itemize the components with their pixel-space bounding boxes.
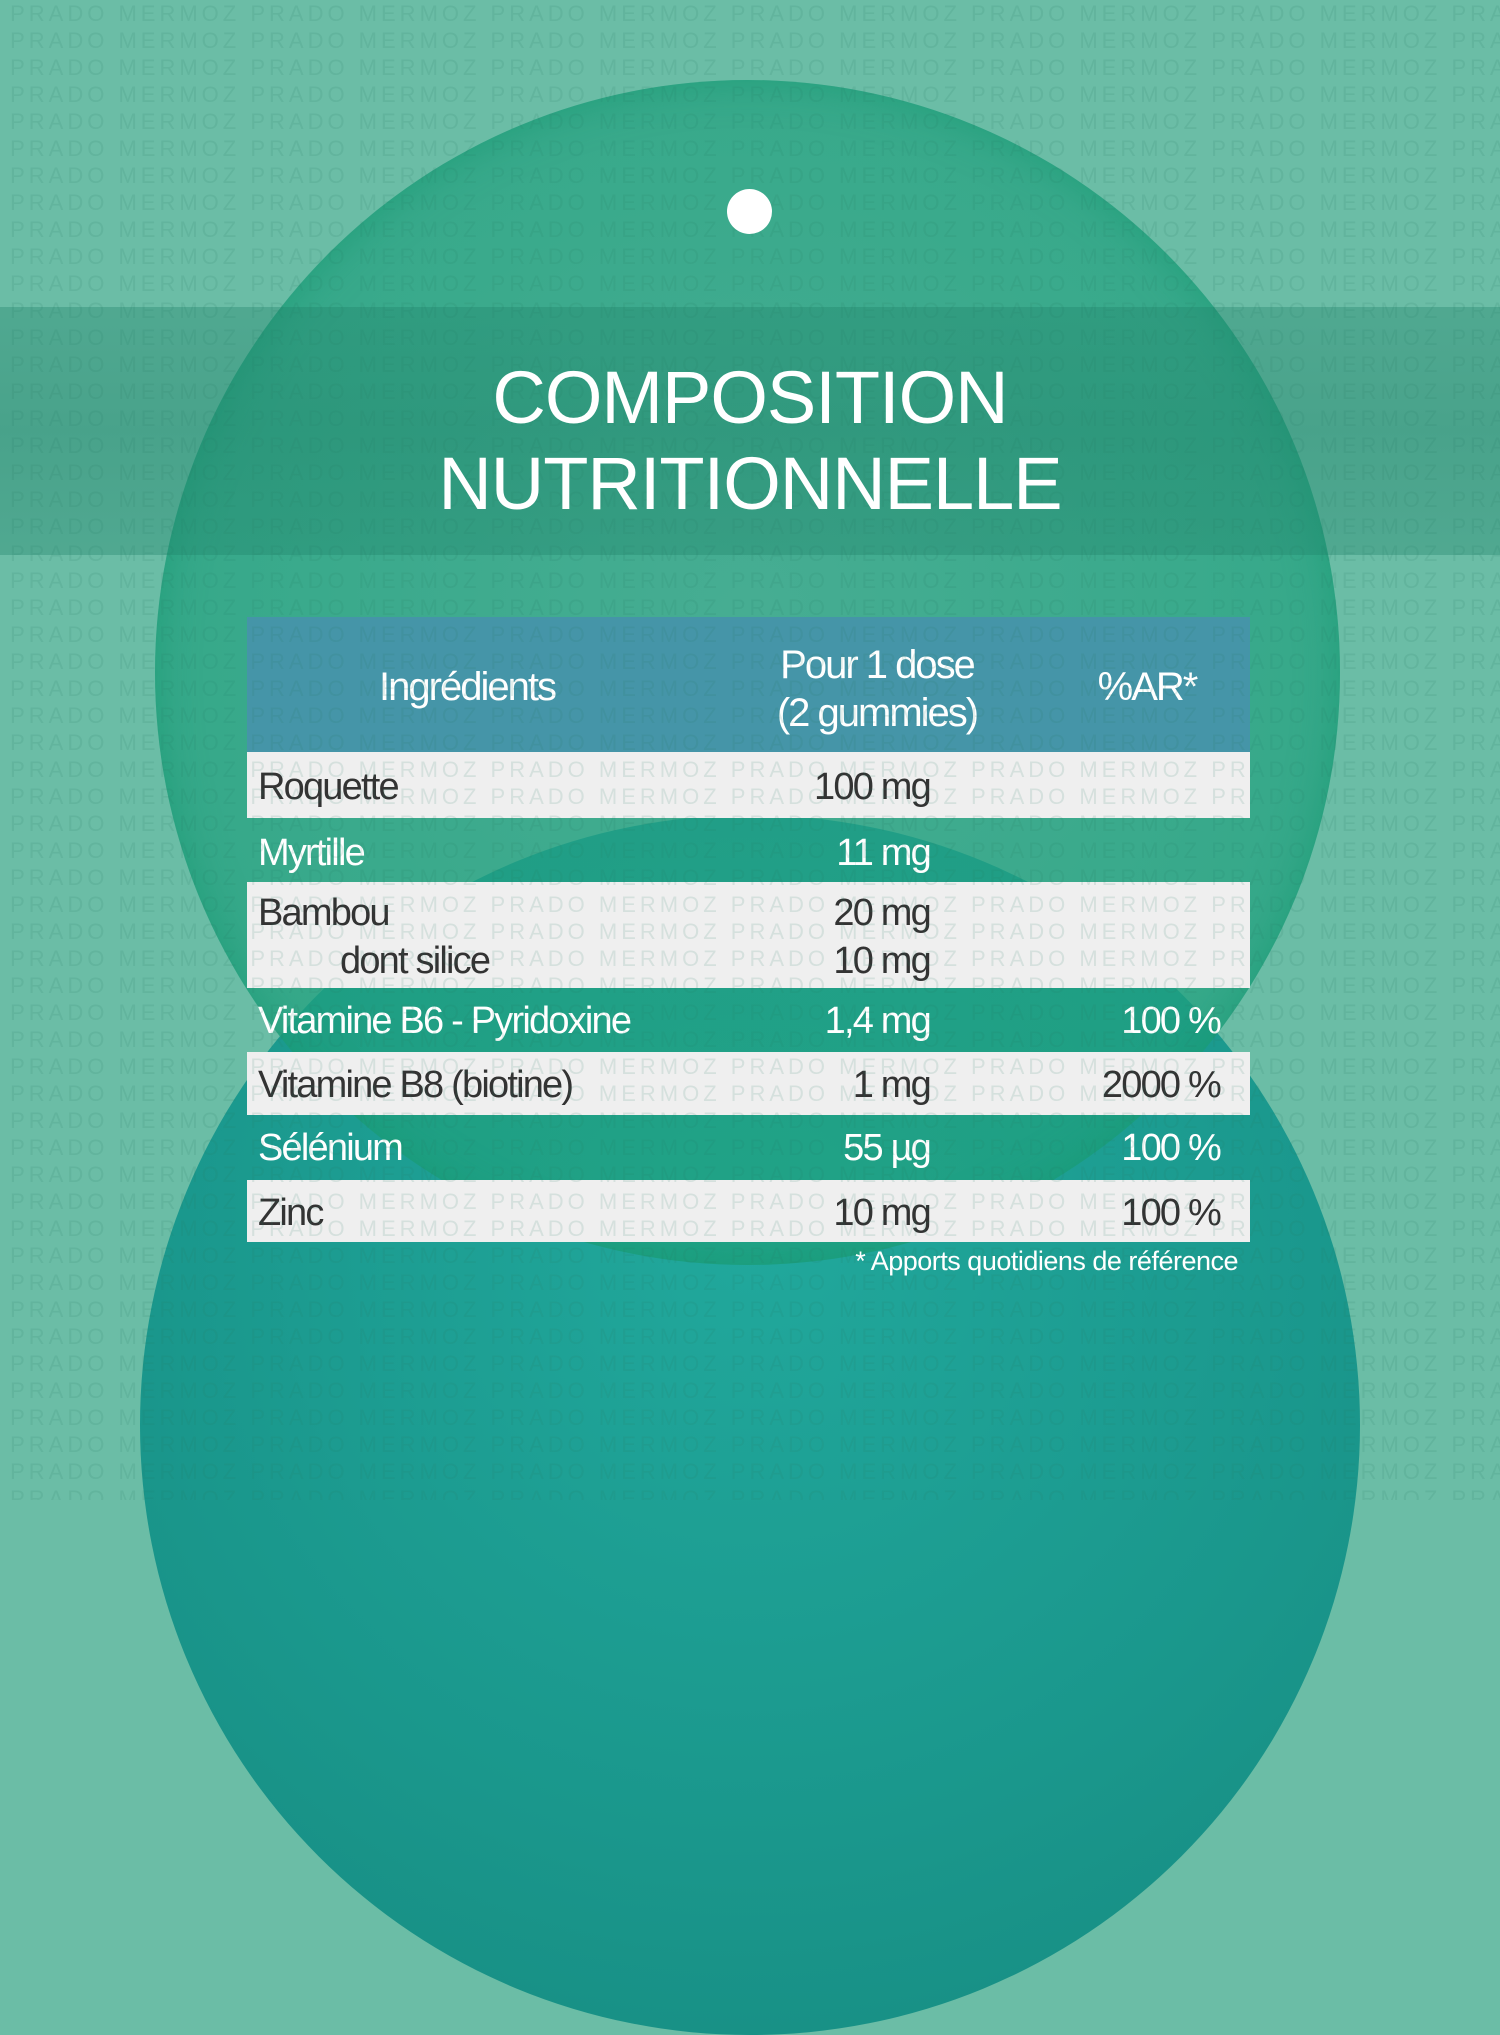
ingredient-dose: 1,4 mg (824, 1000, 932, 1042)
ingredient-name: Zinc (258, 1192, 324, 1234)
ingredient-name: Myrtille (258, 832, 366, 874)
header-dose-line2: (2 gummies) (776, 691, 979, 735)
title-band (0, 307, 1500, 555)
ingredient-dose: 11 mg (836, 832, 932, 874)
table-row: Zinc 10 mg 100 % (247, 1180, 1250, 1242)
ingredient-name: Vitamine B6 - Pyridoxine (258, 1000, 632, 1042)
page-title: COMPOSITION NUTRITIONNELLE (0, 355, 1500, 527)
header-ar: %AR* (1097, 665, 1199, 709)
table-row: Roquette 100 mg (247, 752, 1250, 818)
ingredient-name: Roquette (258, 766, 400, 808)
title-line-1: COMPOSITION (492, 356, 1008, 439)
ingredient-sub-name: dont silice (340, 940, 491, 982)
table-row: Vitamine B8 (biotine) 1 mg 2000 % (247, 1052, 1250, 1115)
table-header: Ingrédients Pour 1 dose (2 gummies) %AR* (247, 617, 1250, 752)
ingredient-name: Sélénium (258, 1127, 404, 1169)
table-row: Vitamine B6 - Pyridoxine 1,4 mg 100 % (247, 988, 1250, 1052)
ingredient-ar: 2000 % (1101, 1064, 1222, 1106)
ingredient-dose: 100 mg (814, 766, 932, 808)
title-line-2: NUTRITIONNELLE (438, 442, 1062, 525)
table-row: Myrtille 11 mg (247, 818, 1250, 882)
ingredient-dose: 10 mg (833, 1192, 931, 1234)
header-dose: Pour 1 dose (2 gummies) (727, 641, 1027, 737)
ingredient-dose: 20 mg (833, 892, 931, 934)
ingredient-dose: 1 mg (852, 1064, 932, 1106)
ingredient-ar: 100 % (1121, 1000, 1222, 1042)
hang-hole (727, 189, 772, 234)
ingredient-name: Bambou (258, 892, 391, 934)
nutrition-table: Ingrédients Pour 1 dose (2 gummies) %AR*… (247, 617, 1250, 1242)
header-dose-line1: Pour 1 dose (780, 643, 976, 687)
ingredient-ar: 100 % (1121, 1127, 1222, 1169)
table-row: Bambou 20 mg dont silice 10 mg (247, 882, 1250, 988)
header-ingredients: Ingrédients (379, 665, 557, 709)
ingredient-dose: 55 µg (843, 1127, 932, 1169)
ingredient-ar: 100 % (1121, 1192, 1222, 1234)
ingredient-name: Vitamine B8 (biotine) (258, 1064, 574, 1106)
ingredient-sub-dose: 10 mg (833, 940, 931, 982)
table-row: Sélénium 55 µg 100 % (247, 1115, 1250, 1180)
footnote: * Apports quotidiens de référence (855, 1246, 1238, 1276)
